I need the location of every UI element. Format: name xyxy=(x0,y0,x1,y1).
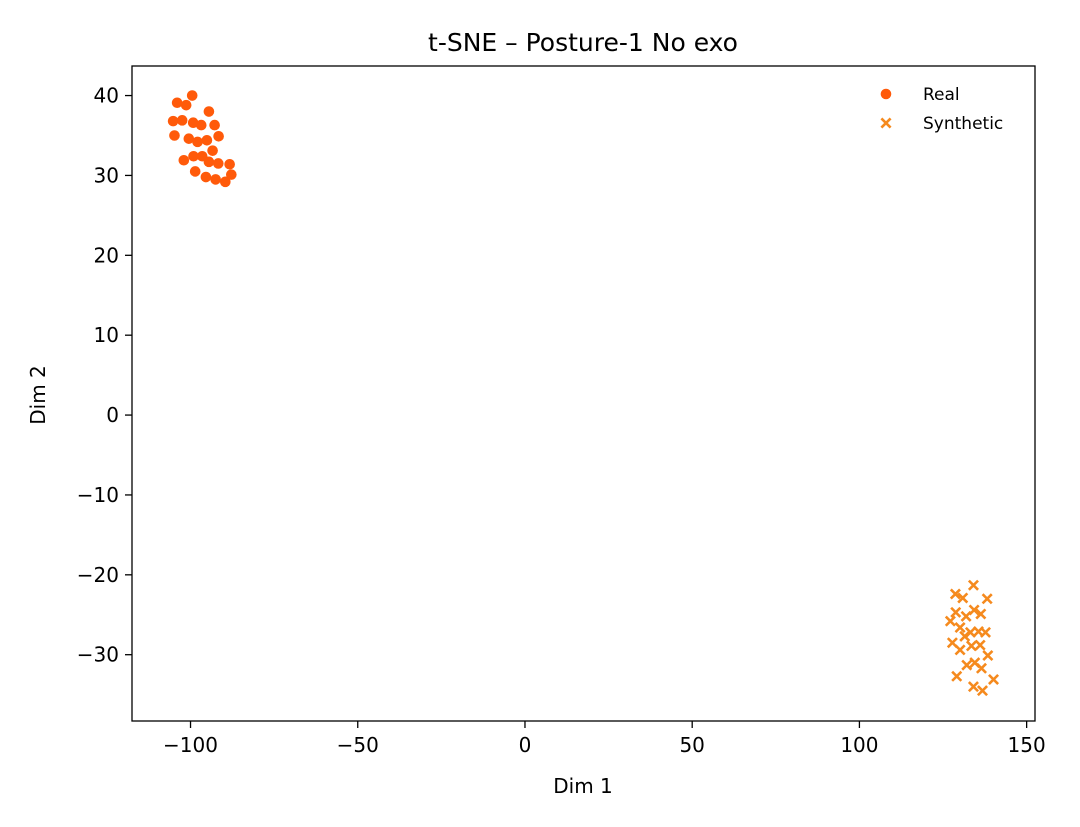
synthetic-point xyxy=(988,673,1000,685)
series-synthetic xyxy=(944,579,1000,697)
y-tick-label: 20 xyxy=(94,243,119,267)
real-point xyxy=(203,106,215,117)
synthetic-point xyxy=(975,608,987,620)
y-tick-label: −20 xyxy=(77,563,119,587)
y-tick-label: −30 xyxy=(77,643,119,667)
y-axis-label: Dim 2 xyxy=(26,365,50,425)
real-point xyxy=(203,156,215,168)
y-tick-label: 10 xyxy=(94,323,119,347)
synthetic-point xyxy=(944,615,956,627)
synthetic-point xyxy=(960,610,972,622)
synthetic-point xyxy=(976,685,989,697)
scatter-marks xyxy=(167,90,1000,697)
synthetic-point xyxy=(967,579,979,591)
real-point xyxy=(178,154,190,166)
synthetic-point xyxy=(967,681,979,693)
real-point xyxy=(209,119,220,131)
real-point xyxy=(183,133,195,144)
x-tick-label: 50 xyxy=(679,733,704,757)
x-tick-label: 150 xyxy=(1008,733,1046,757)
synthetic-point xyxy=(974,639,986,651)
real-point xyxy=(192,136,203,148)
chart-title: t-SNE – Posture-1 No exo xyxy=(428,28,738,57)
synthetic-point xyxy=(961,659,973,671)
real-point xyxy=(180,99,192,111)
real-point xyxy=(212,158,224,169)
series-real xyxy=(167,90,237,188)
legend-label-real: Real xyxy=(923,85,960,105)
real-point xyxy=(167,115,179,127)
real-point xyxy=(187,117,199,129)
synthetic-point xyxy=(982,649,994,662)
real-point xyxy=(188,150,199,162)
legend-label-synthetic: Synthetic xyxy=(923,114,1003,134)
legend: Real Synthetic xyxy=(880,85,1003,134)
real-point xyxy=(201,134,213,146)
synthetic-point xyxy=(950,606,962,618)
real-point xyxy=(171,97,183,109)
real-point xyxy=(224,158,235,170)
y-tick-label: 40 xyxy=(94,84,119,108)
real-point xyxy=(176,115,188,126)
synthetic-point xyxy=(954,644,966,656)
real-point xyxy=(226,169,237,180)
plot-area xyxy=(131,65,1036,722)
real-point xyxy=(207,145,218,156)
x-tick-label: 0 xyxy=(519,733,532,757)
real-point xyxy=(169,130,180,141)
real-point xyxy=(213,130,224,142)
real-point xyxy=(195,119,207,131)
x-tick-label: 100 xyxy=(840,733,878,757)
plot-frame xyxy=(131,65,1036,722)
synthetic-point xyxy=(959,630,971,642)
y-tick-label: 0 xyxy=(106,403,119,427)
legend-marker-synthetic xyxy=(880,117,892,129)
real-point xyxy=(220,176,231,188)
synthetic-point xyxy=(965,640,977,652)
y-tick-label: 30 xyxy=(94,163,119,187)
real-point xyxy=(186,90,198,101)
real-point xyxy=(210,174,221,185)
synthetic-point xyxy=(954,622,966,634)
real-point xyxy=(189,166,201,177)
synthetic-point xyxy=(951,670,963,682)
synthetic-point xyxy=(979,626,992,638)
legend-marker-real xyxy=(880,88,892,100)
synthetic-point xyxy=(949,588,961,600)
synthetic-point xyxy=(975,662,988,674)
x-tick-label: −100 xyxy=(163,733,218,757)
x-tick-label: −50 xyxy=(337,733,379,757)
y-tick-label: −10 xyxy=(77,483,119,507)
synthetic-point xyxy=(957,592,969,604)
real-point xyxy=(200,171,212,183)
x-axis-label: Dim 1 xyxy=(553,774,613,798)
synthetic-point xyxy=(981,593,993,605)
